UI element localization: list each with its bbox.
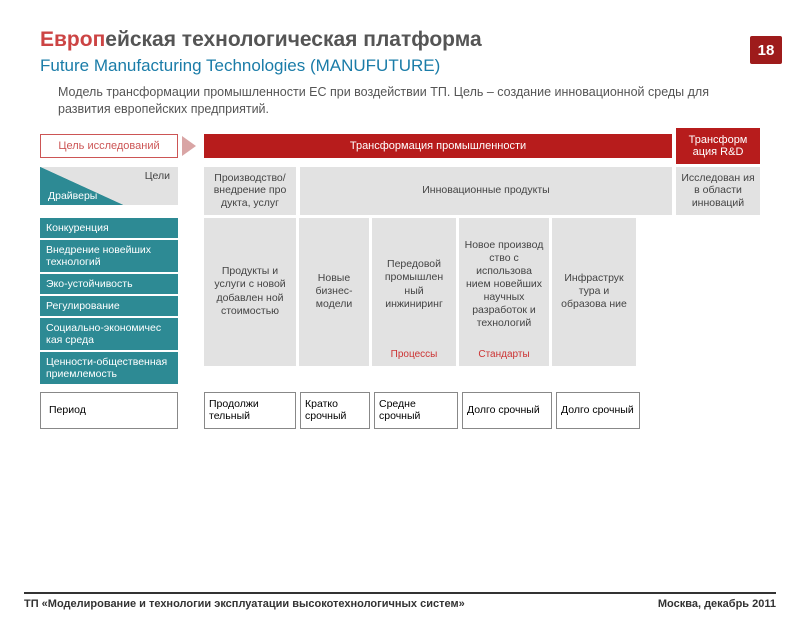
drivers-column: Конкуренция Внедрение новейших технологи… <box>40 218 178 384</box>
title-accent: Европ <box>40 28 105 51</box>
period-4: Долго срочный <box>462 392 552 429</box>
driver-item: Социально-экономичес кая среда <box>40 318 178 350</box>
goals-c2: Инновационные продукты <box>300 167 672 215</box>
rd-box: Трансформ ация R&D <box>676 128 760 164</box>
processes-label: Процессы <box>372 349 456 362</box>
driver-item: Регулирование <box>40 296 178 316</box>
driver-item: Эко-устойчивость <box>40 274 178 294</box>
period-3: Средне срочный <box>374 392 458 429</box>
col-infra: Инфраструк тура и образова ние <box>552 218 636 366</box>
col-production: Новое производ ство с использова нием но… <box>459 218 549 366</box>
driver-item: Внедрение новейших технологий <box>40 240 178 272</box>
description: Модель трансформации промышленности ЕС п… <box>58 84 760 118</box>
diagram: Цель исследований Трансформация промышле… <box>40 128 760 429</box>
goals-c1: Производство/ внедрение про дукта, услуг <box>204 167 296 215</box>
driver-item: Ценности-общественная приемлемость <box>40 352 178 384</box>
goals-drivers-box: Цели Драйверы <box>40 167 178 205</box>
col-products: Продукты и услуги с новой добавлен ной с… <box>204 218 296 366</box>
subtitle: Future Manufacturing Technologies (MANUF… <box>40 56 800 76</box>
period-label: Период <box>40 392 178 429</box>
goals-label: Цели <box>145 170 170 182</box>
col-engineering: Передовой промышлен ный инжиниринг Проце… <box>372 218 456 366</box>
standards-label: Стандарты <box>459 349 549 362</box>
main-title: Европейская технологическая платформа <box>40 28 800 52</box>
arrow-icon <box>182 136 200 156</box>
driver-item: Конкуренция <box>40 218 178 238</box>
page-number: 18 <box>750 36 782 64</box>
research-goal-box: Цель исследований <box>40 134 178 158</box>
period-5: Долго срочный <box>556 392 640 429</box>
transformation-box: Трансформация промышленности <box>204 134 672 158</box>
period-2: Кратко срочный <box>300 392 370 429</box>
goals-c3: Исследован ия в области инноваций <box>676 167 760 215</box>
footer: ТП «Моделирование и технологии эксплуата… <box>24 592 776 610</box>
drivers-label: Драйверы <box>48 190 97 202</box>
col-business: Новые бизнес-модели <box>299 218 369 366</box>
period-1: Продолжи тельный <box>204 392 296 429</box>
